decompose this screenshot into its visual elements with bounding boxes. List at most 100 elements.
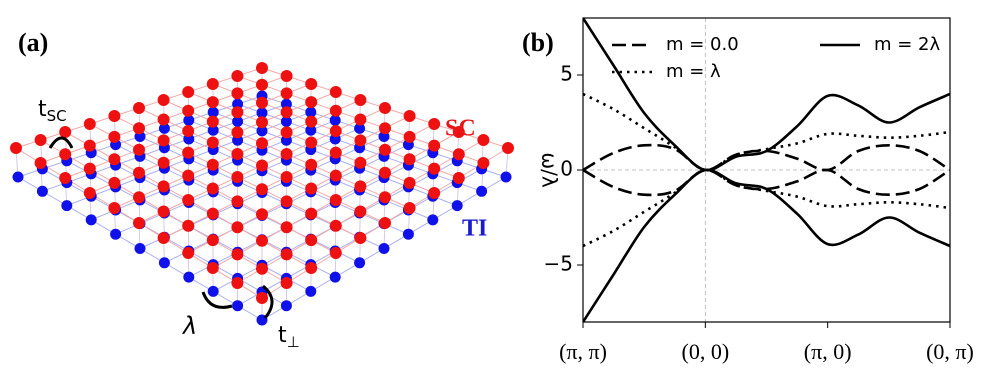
ti-site bbox=[305, 106, 317, 118]
sc-site bbox=[329, 219, 342, 232]
legend-label: m = 2λ bbox=[874, 34, 941, 55]
sc-site bbox=[133, 143, 145, 156]
sc-site bbox=[477, 134, 490, 146]
sc-site bbox=[182, 247, 195, 259]
sc-site bbox=[133, 122, 145, 135]
t-perp-label: t⊥ bbox=[278, 323, 300, 351]
sc-site bbox=[256, 62, 268, 74]
ti-site bbox=[329, 271, 341, 283]
ti-site bbox=[280, 300, 292, 312]
sc-site bbox=[206, 96, 219, 109]
sc-site bbox=[452, 172, 465, 184]
ti-site bbox=[305, 124, 317, 136]
sc-site bbox=[305, 234, 318, 247]
t-sc-label: tSC bbox=[38, 97, 67, 125]
y-tick-label: 0 bbox=[560, 157, 573, 181]
sc-site bbox=[157, 134, 170, 147]
sc-site bbox=[231, 106, 244, 119]
sc-site bbox=[329, 146, 342, 159]
sc-site bbox=[379, 166, 391, 179]
ti-site bbox=[354, 257, 366, 269]
sc-site bbox=[305, 136, 318, 149]
sc-site bbox=[403, 110, 416, 122]
sc-site bbox=[108, 176, 121, 189]
ti-site bbox=[207, 106, 219, 118]
ti-site bbox=[183, 271, 195, 283]
sc-site bbox=[182, 125, 195, 137]
ti-site bbox=[305, 285, 317, 297]
ti-site bbox=[207, 124, 219, 136]
sc-site bbox=[379, 122, 391, 135]
sc-site bbox=[428, 162, 441, 175]
lambda-arc bbox=[201, 291, 233, 309]
sc-site bbox=[108, 110, 121, 122]
band-line bbox=[583, 168, 950, 248]
sc-site bbox=[329, 86, 342, 98]
ti-site bbox=[158, 122, 170, 134]
ti-site bbox=[183, 114, 195, 126]
ti-site bbox=[427, 214, 439, 226]
sc-site bbox=[206, 234, 219, 247]
sc-site bbox=[231, 126, 244, 139]
sc-site bbox=[280, 87, 293, 100]
y-axis-label: ω/λ bbox=[538, 152, 562, 187]
sc-site bbox=[231, 70, 244, 82]
sc-site bbox=[206, 136, 219, 149]
sc-site bbox=[83, 118, 96, 130]
ti-site bbox=[256, 125, 268, 137]
sc-site bbox=[231, 171, 244, 183]
sc-site bbox=[329, 104, 342, 117]
sc-site bbox=[182, 86, 195, 98]
sc-site bbox=[403, 130, 416, 143]
sc-site bbox=[256, 137, 268, 150]
sc-site bbox=[231, 221, 244, 234]
sc-label: SC bbox=[445, 116, 476, 142]
sc-site bbox=[305, 115, 318, 128]
sc-site bbox=[452, 126, 465, 138]
ti-site bbox=[232, 116, 244, 128]
panel-label: (b) bbox=[522, 28, 554, 57]
sc-site bbox=[477, 157, 490, 169]
ti-site bbox=[280, 116, 292, 128]
ti-site bbox=[36, 185, 48, 197]
sc-site bbox=[231, 248, 244, 261]
sc-site bbox=[182, 194, 195, 206]
sc-site bbox=[256, 262, 268, 275]
sc-site bbox=[157, 180, 170, 193]
sc-site bbox=[403, 153, 416, 166]
sc-site bbox=[157, 113, 170, 126]
sc-site bbox=[59, 172, 72, 184]
sc-site bbox=[280, 148, 293, 160]
ti-site bbox=[85, 214, 97, 226]
sc-site bbox=[206, 158, 219, 171]
sc-site bbox=[329, 247, 342, 259]
sc-site bbox=[133, 166, 145, 179]
t-sc-base: t bbox=[38, 97, 47, 122]
ti-site bbox=[110, 228, 122, 240]
sc-site bbox=[329, 125, 342, 137]
lambda-label: λ bbox=[181, 312, 197, 340]
sc-site bbox=[206, 262, 219, 274]
y-tick-label: 5 bbox=[560, 62, 573, 86]
sc-site bbox=[83, 187, 96, 199]
sc-site bbox=[182, 169, 195, 182]
ti-site bbox=[402, 228, 414, 240]
sc-site bbox=[354, 94, 367, 106]
sc-site bbox=[231, 87, 244, 100]
sc-site bbox=[256, 234, 268, 247]
sc-site bbox=[157, 232, 170, 244]
sc-site bbox=[83, 139, 96, 152]
sc-site bbox=[34, 134, 47, 146]
sc-site bbox=[133, 191, 145, 204]
sc-site bbox=[280, 277, 293, 289]
sc-site bbox=[256, 292, 268, 304]
ti-site bbox=[207, 285, 219, 297]
sc-site bbox=[182, 104, 195, 117]
sc-site bbox=[157, 205, 170, 218]
sc-site bbox=[157, 94, 170, 106]
ti-site bbox=[12, 171, 24, 183]
sc-site bbox=[157, 156, 170, 169]
sc-site bbox=[231, 195, 244, 208]
sc-site bbox=[305, 207, 318, 220]
